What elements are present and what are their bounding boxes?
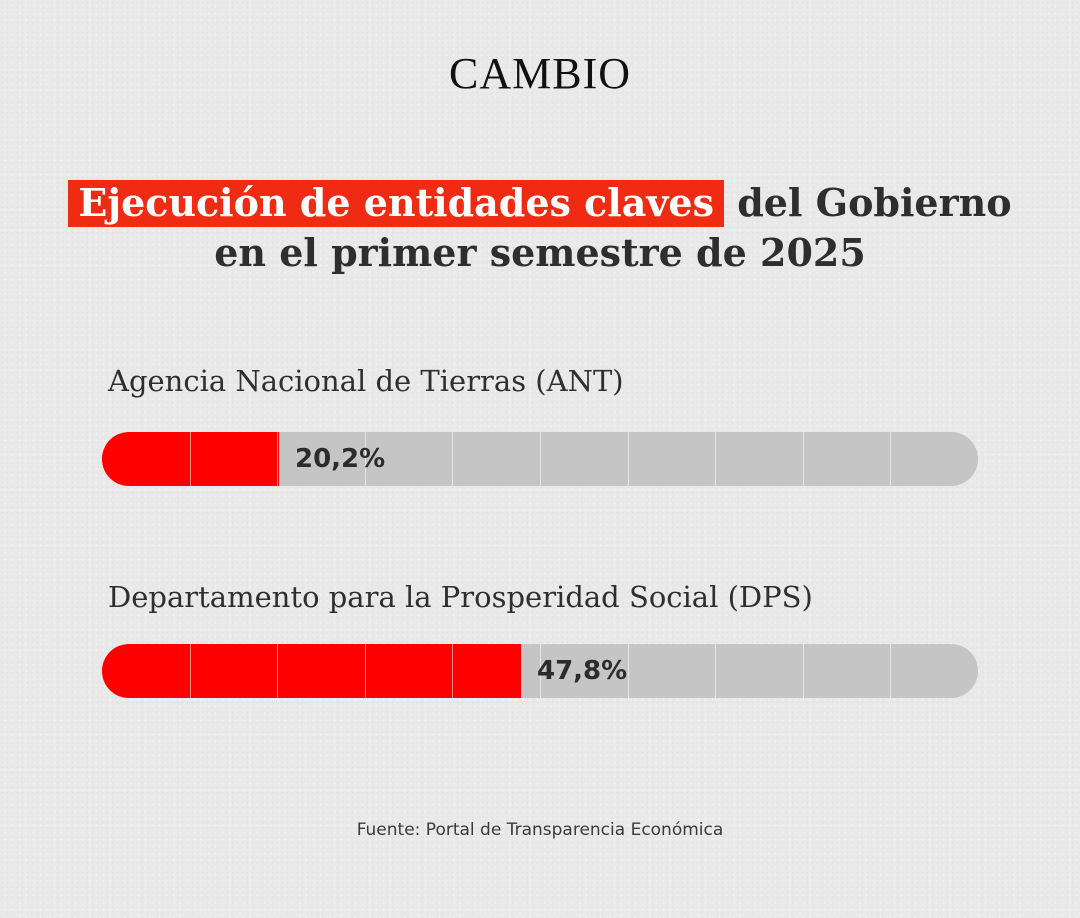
bar-segment-divider	[365, 644, 366, 698]
bar-track-dps: 47,8%	[102, 644, 978, 698]
chart-title-rest: del Gobierno	[723, 180, 1012, 225]
bar-segment-divider	[715, 644, 716, 698]
chart-title-highlight: Ejecución de entidades claves	[68, 180, 724, 227]
source-note: Fuente: Portal de Transparencia Económic…	[356, 820, 724, 840]
brand-logo: CAMBIO	[448, 49, 632, 98]
bar-segment-divider	[890, 644, 891, 698]
entity-label-ant: Agencia Nacional de Tierras (ANT)	[108, 364, 624, 398]
bar-segment-divider	[628, 432, 629, 486]
bar-segment-divider	[540, 644, 541, 698]
bar-segment-divider	[715, 432, 716, 486]
bar-segment-divider	[190, 644, 191, 698]
chart-title-line2: en el primer semestre de 2025	[214, 230, 866, 275]
bar-segment-divider	[890, 432, 891, 486]
bar-segment-divider	[365, 432, 366, 486]
bar-segment-divider	[277, 432, 278, 486]
bar-track-ant: 20,2%	[102, 432, 978, 486]
bar-segment-divider	[540, 432, 541, 486]
bar-segment-divider	[277, 644, 278, 698]
bar-fill-dps	[102, 644, 521, 698]
bar-segment-divider	[803, 432, 804, 486]
entity-label-dps: Departamento para la Prosperidad Social …	[108, 580, 813, 614]
bar-value-label-ant: 20,2%	[295, 444, 386, 474]
bar-value-label-dps: 47,8%	[537, 656, 628, 686]
chart-title: Ejecución de entidades claves del Gobier…	[60, 178, 1020, 278]
bar-segment-divider	[452, 432, 453, 486]
bar-segment-divider	[803, 644, 804, 698]
bar-segment-divider	[628, 644, 629, 698]
bar-segment-divider	[190, 432, 191, 486]
bar-segment-divider	[452, 644, 453, 698]
